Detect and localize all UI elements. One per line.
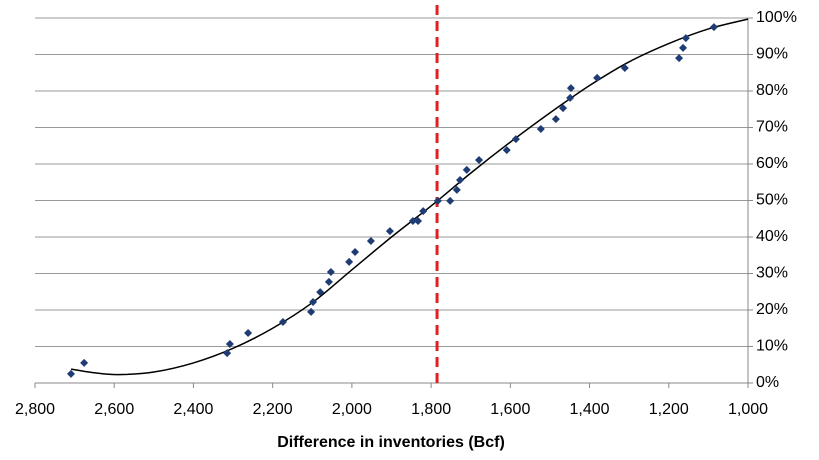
point	[536, 124, 545, 133]
x-tick-label: 2,000	[332, 401, 372, 418]
x-tick-label: 2,600	[94, 401, 134, 418]
y-tick-label: 20%	[756, 301, 788, 318]
point	[316, 288, 325, 297]
x-tick-label: 2,200	[253, 401, 293, 418]
point	[244, 328, 253, 337]
point	[462, 165, 471, 174]
point	[366, 237, 375, 246]
point	[345, 257, 354, 266]
y-tick-label: 90%	[756, 46, 788, 63]
y-tick-label: 60%	[756, 155, 788, 172]
point	[351, 247, 360, 256]
point	[559, 104, 568, 113]
y-tick-label: 80%	[756, 82, 788, 99]
y-tick-label: 40%	[756, 228, 788, 245]
x-tick-label: 1,000	[728, 401, 768, 418]
point	[593, 73, 602, 82]
point	[307, 307, 316, 316]
point	[67, 369, 76, 378]
y-tick-label: 50%	[756, 192, 788, 209]
point	[225, 339, 234, 348]
point	[414, 216, 423, 225]
y-tick-label: 70%	[756, 119, 788, 136]
point	[223, 349, 232, 358]
y-tick-label: 0%	[756, 374, 779, 391]
point	[456, 176, 465, 185]
point	[433, 196, 442, 205]
x-tick-label: 1,200	[649, 401, 689, 418]
x-axis-label: Difference in inventories (Bcf)	[277, 434, 505, 451]
point	[324, 277, 333, 286]
point	[326, 268, 335, 277]
x-tick-label: 2,800	[15, 401, 55, 418]
point	[566, 84, 575, 93]
trendline	[70, 18, 749, 376]
point	[679, 43, 688, 52]
y-tick-label: 10%	[756, 338, 788, 355]
x-tick-label: 1,400	[570, 401, 610, 418]
y-tick-label: 100%	[756, 9, 797, 26]
point	[446, 196, 455, 205]
x-tick-label: 1,800	[411, 401, 451, 418]
point	[385, 227, 394, 236]
point	[475, 155, 484, 164]
point	[620, 64, 629, 73]
point	[681, 34, 690, 43]
point	[566, 93, 575, 102]
point	[675, 54, 684, 63]
point	[551, 115, 560, 124]
point	[502, 146, 511, 155]
point	[408, 216, 417, 225]
y-tick-label: 30%	[756, 265, 788, 282]
point	[511, 135, 520, 144]
x-tick-label: 1,600	[490, 401, 530, 418]
point	[452, 185, 461, 194]
point	[278, 318, 287, 327]
point	[709, 23, 718, 32]
point	[80, 358, 89, 367]
point	[309, 297, 318, 306]
x-tick-label: 2,400	[173, 401, 213, 418]
point	[419, 207, 428, 216]
